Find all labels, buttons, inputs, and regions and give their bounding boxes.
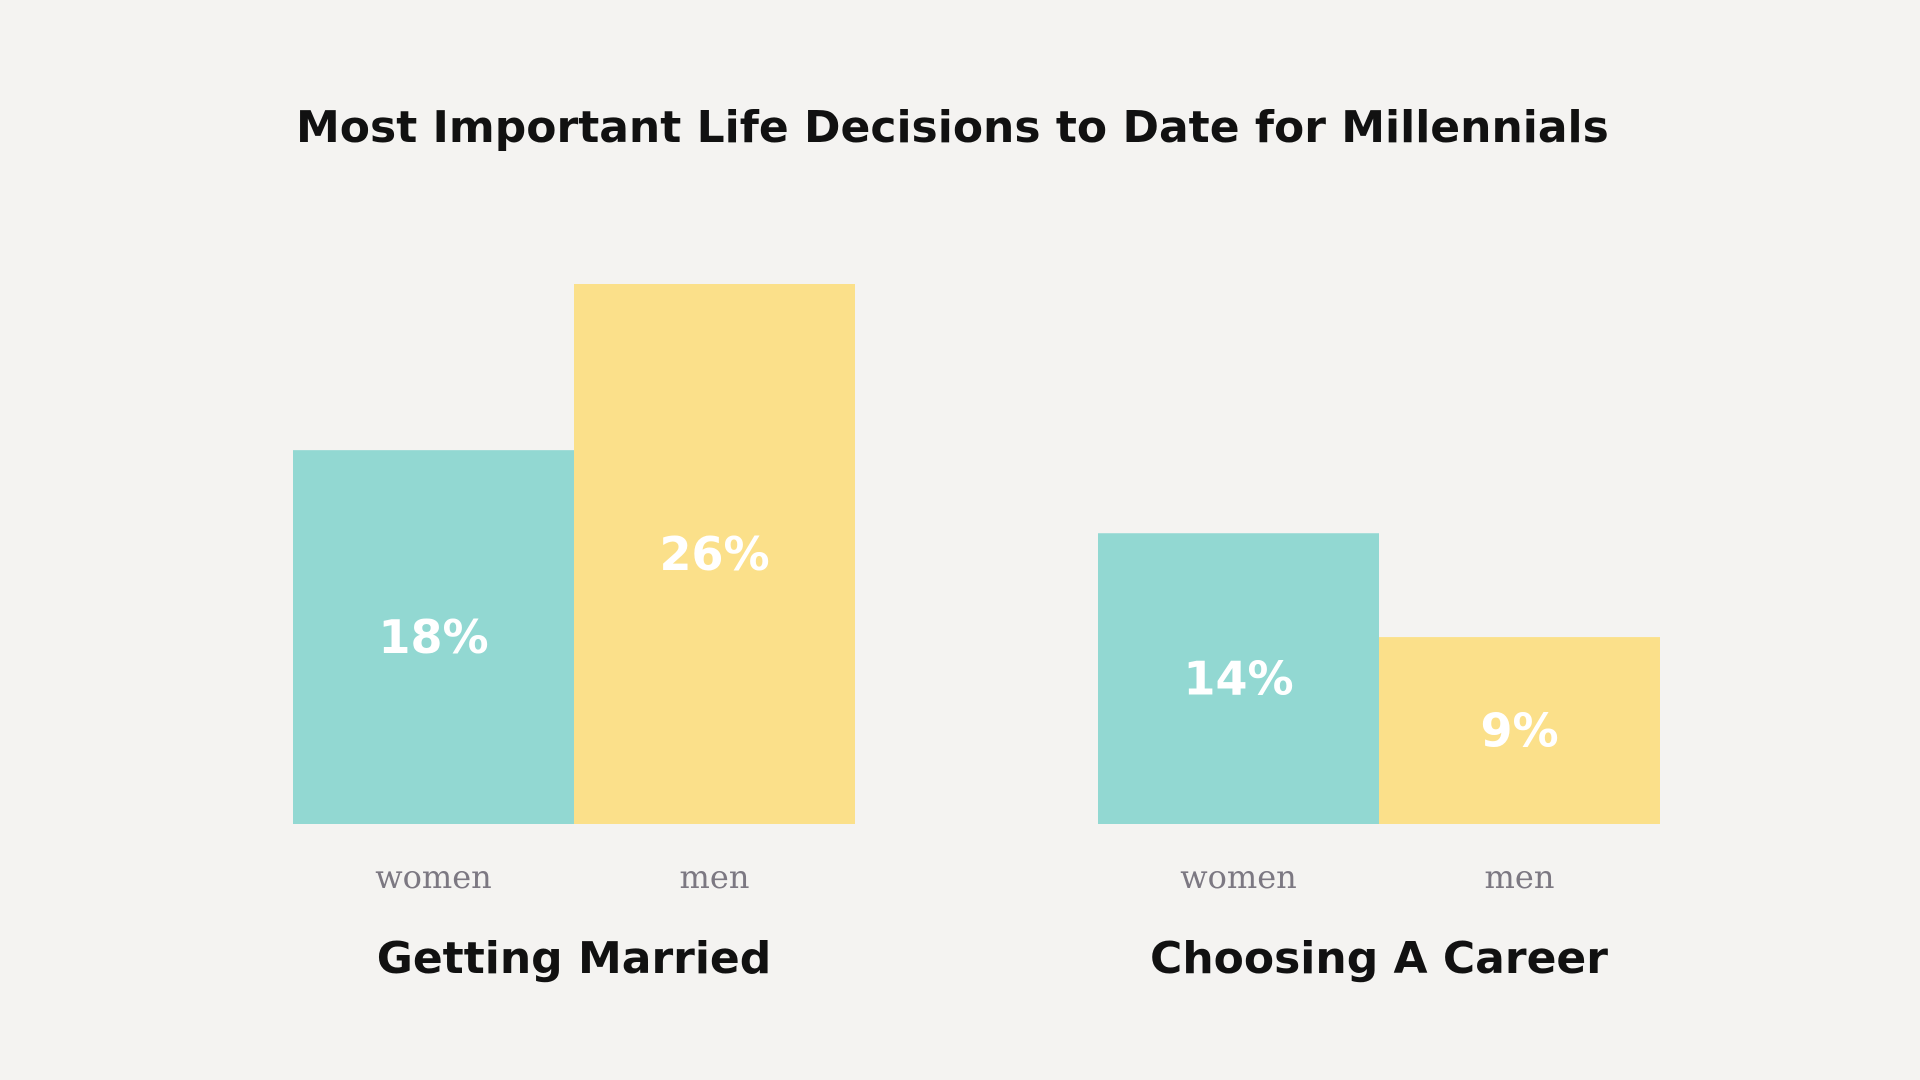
series-label-men-1: men [1485, 858, 1555, 896]
value-label-women-1: 14% [1183, 652, 1293, 706]
series-label-women-1: women [1180, 858, 1297, 896]
category-label-0: Getting Married [377, 933, 772, 984]
bar-women-1 [1098, 533, 1379, 824]
value-label-men-1: 9% [1480, 704, 1558, 758]
bar-men-1 [1379, 637, 1660, 824]
value-label-men-0: 26% [659, 527, 769, 581]
value-label-women-0: 18% [378, 610, 488, 664]
series-label-men-0: men [680, 858, 750, 896]
bars-layer [293, 284, 1660, 824]
labels-layer: 18% women 26% men Getting Married 14% women 9% m… [375, 527, 1608, 984]
series-label-women-0: women [375, 858, 492, 896]
category-label-1: Choosing A Career [1150, 933, 1608, 984]
bar-women-0 [293, 450, 574, 824]
bar-men-0 [574, 284, 855, 824]
chart-title: Most Important Life Decisions to Date fo… [296, 102, 1609, 153]
